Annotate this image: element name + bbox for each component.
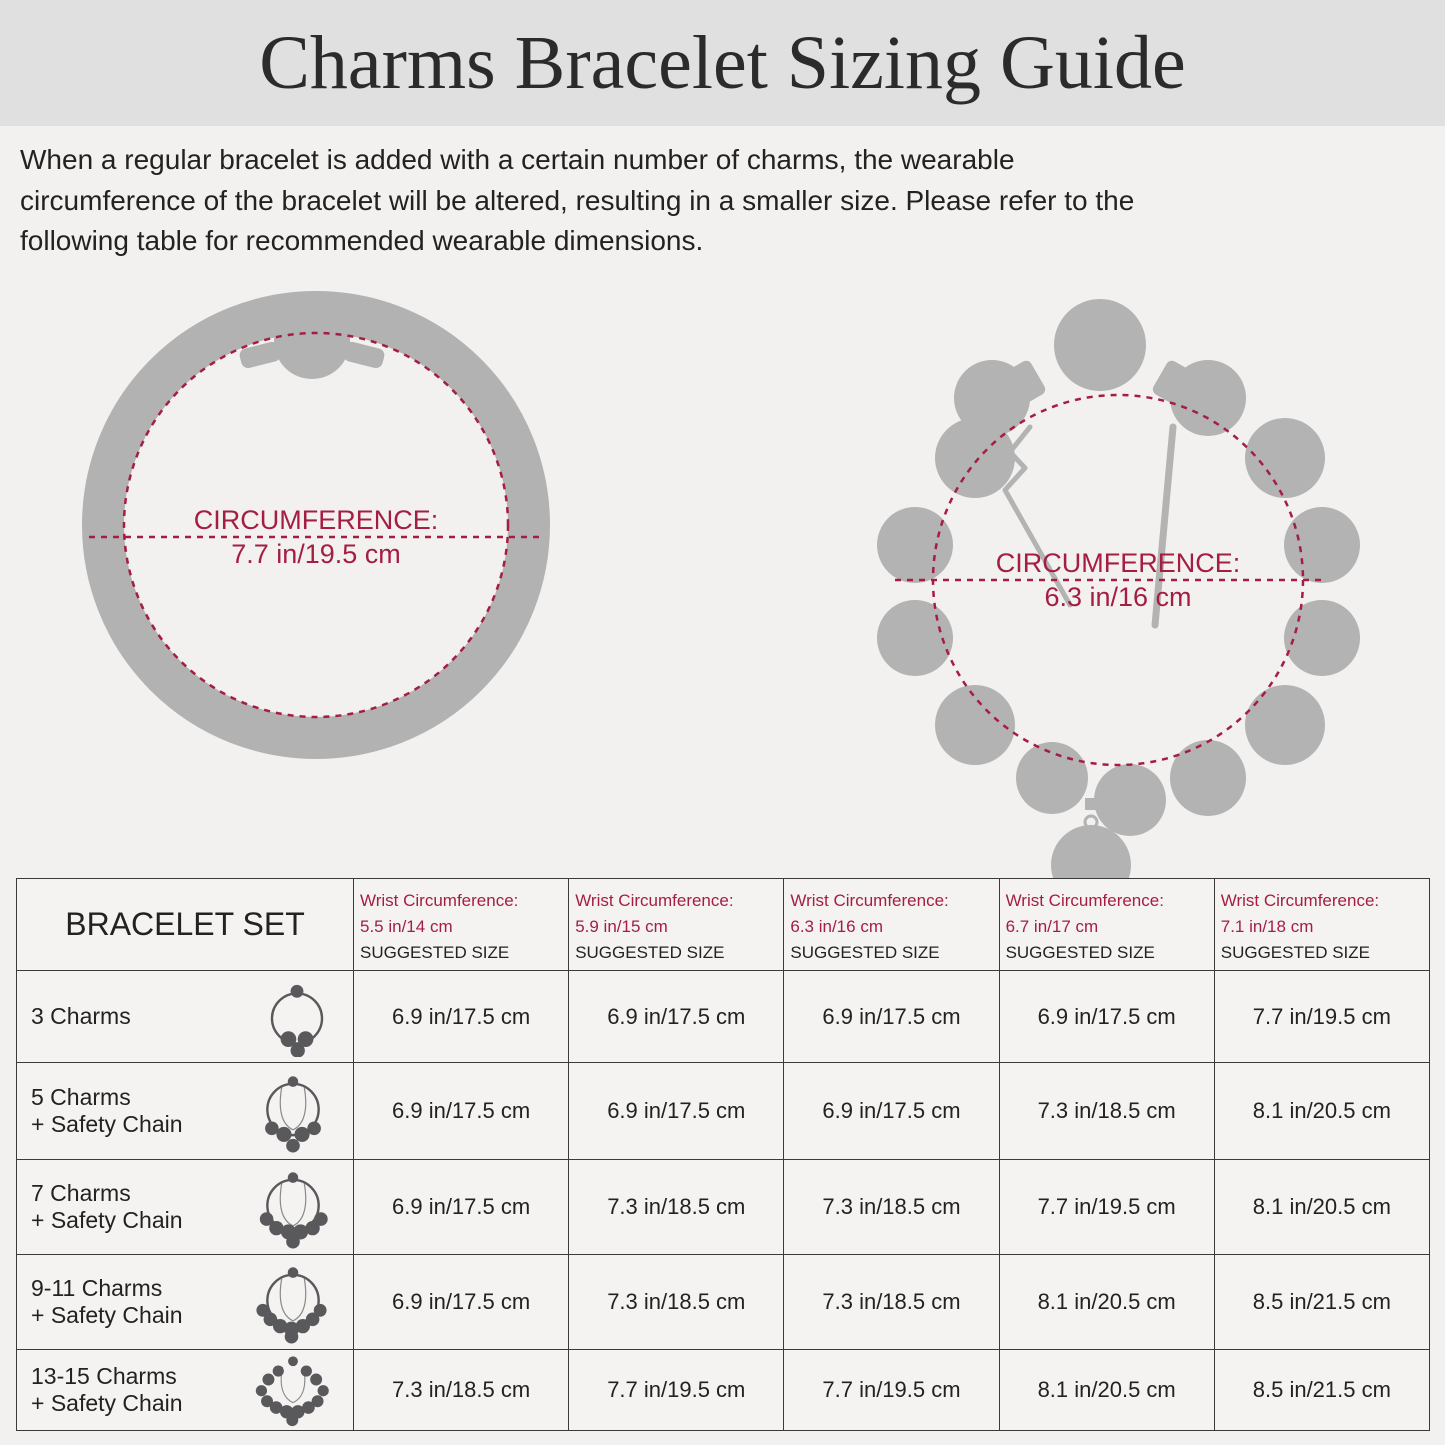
svg-text:CIRCUMFERENCE:: CIRCUMFERENCE: <box>996 548 1241 578</box>
svg-text:CIRCUMFERENCE:: CIRCUMFERENCE: <box>194 505 439 535</box>
svg-text:7.7 in/19.5 cm: 7.7 in/19.5 cm <box>231 539 401 569</box>
svg-text:6.3 in/16 cm: 6.3 in/16 cm <box>1044 582 1191 612</box>
